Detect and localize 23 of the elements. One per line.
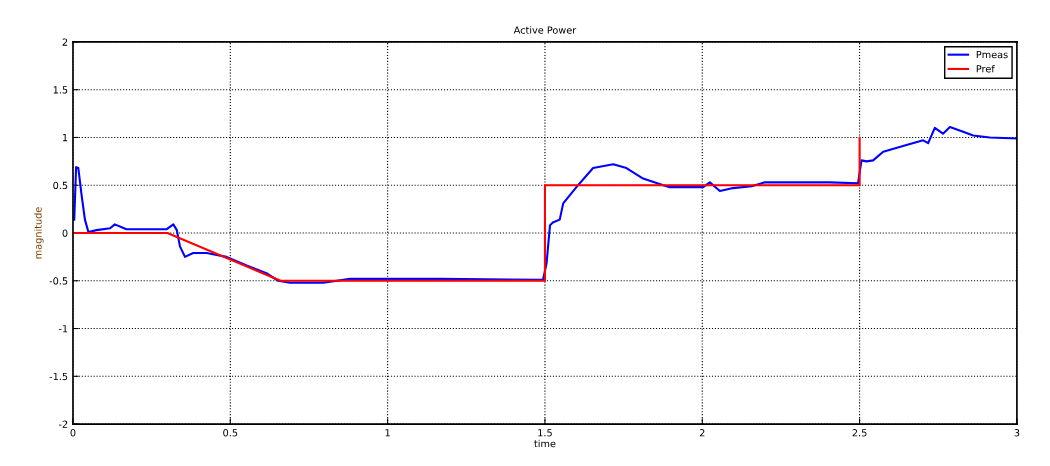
legend-label: Pmeas bbox=[976, 50, 1008, 59]
x-tick-label: 0 bbox=[70, 429, 76, 437]
y-axis-title: magnitude bbox=[34, 207, 44, 259]
y-tick-label: 2 bbox=[62, 38, 68, 46]
y-tick-label: 0 bbox=[62, 229, 68, 237]
legend-label: Pref bbox=[976, 64, 995, 73]
line-series bbox=[73, 125, 1017, 284]
chart-title: Active Power bbox=[513, 26, 577, 34]
x-tick-label: 2 bbox=[699, 429, 705, 437]
y-tick-label: -2 bbox=[58, 420, 68, 428]
y-tick-label: -0.5 bbox=[49, 277, 68, 285]
x-tick-label: 3 bbox=[1014, 429, 1020, 437]
x-tick-label: 0.5 bbox=[223, 429, 238, 437]
y-tick-label: -1.5 bbox=[49, 372, 68, 381]
x-tick-label: 2.5 bbox=[852, 429, 867, 437]
x-axis-title: time bbox=[534, 439, 556, 448]
y-tick-label: 1.5 bbox=[53, 86, 68, 94]
x-tick-label: 1 bbox=[385, 429, 390, 437]
line-series bbox=[72, 136, 861, 282]
x-tick-label: 1.5 bbox=[538, 429, 552, 437]
y-tick-label: -1 bbox=[58, 325, 68, 333]
y-tick-label: 0.5 bbox=[53, 181, 68, 190]
y-tick-label: 1 bbox=[63, 134, 68, 142]
